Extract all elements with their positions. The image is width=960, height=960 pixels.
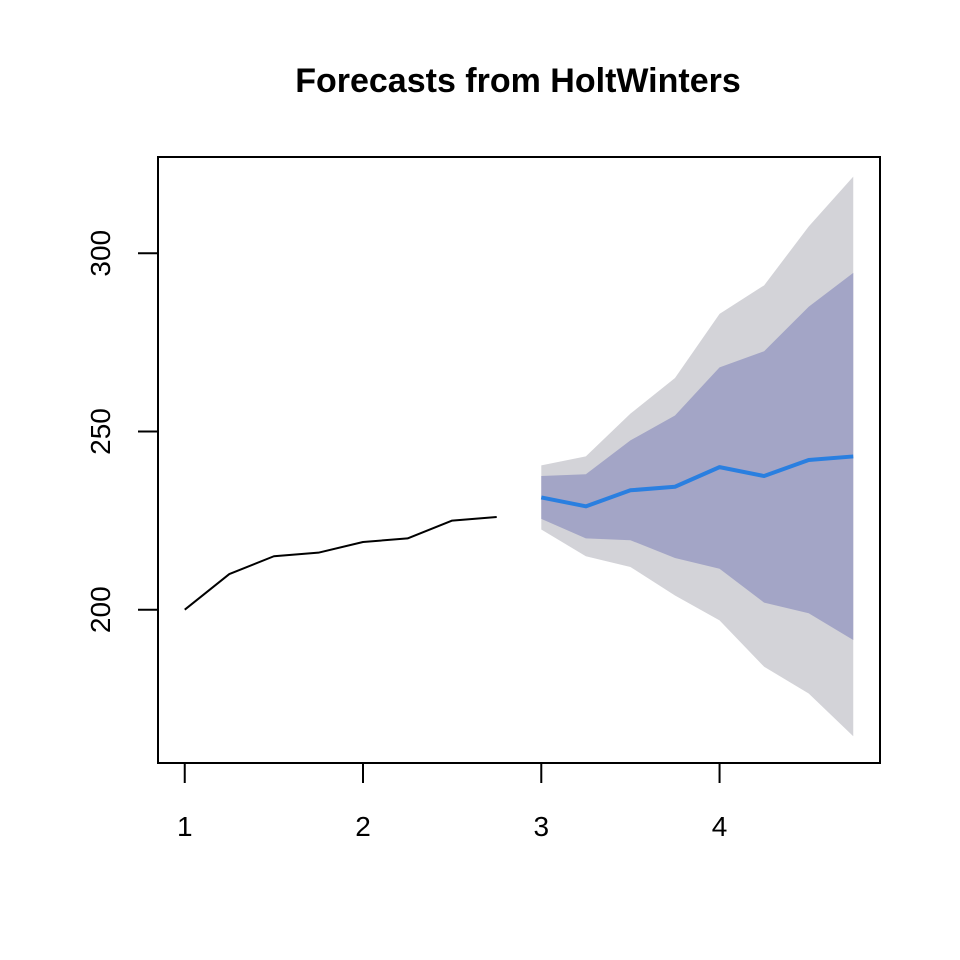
y-axis: 200 250 300 bbox=[85, 230, 159, 633]
series-lines bbox=[184, 454, 854, 611]
forecast-series-line bbox=[540, 454, 854, 509]
chart-title: Forecasts from HoltWinters bbox=[295, 62, 741, 100]
y-tick-label: 250 bbox=[85, 408, 116, 455]
interval-band-80 bbox=[541, 272, 854, 641]
x-tick-label: 1 bbox=[177, 811, 193, 842]
x-tick-label: 4 bbox=[712, 811, 728, 842]
observed-series-line bbox=[184, 516, 497, 611]
prediction-intervals bbox=[541, 176, 854, 737]
y-tick-label: 200 bbox=[85, 586, 116, 633]
x-tick-label: 2 bbox=[355, 811, 371, 842]
x-tick-label: 3 bbox=[533, 811, 549, 842]
y-tick-label: 300 bbox=[85, 230, 116, 277]
x-axis: 1 2 3 4 bbox=[177, 762, 728, 842]
